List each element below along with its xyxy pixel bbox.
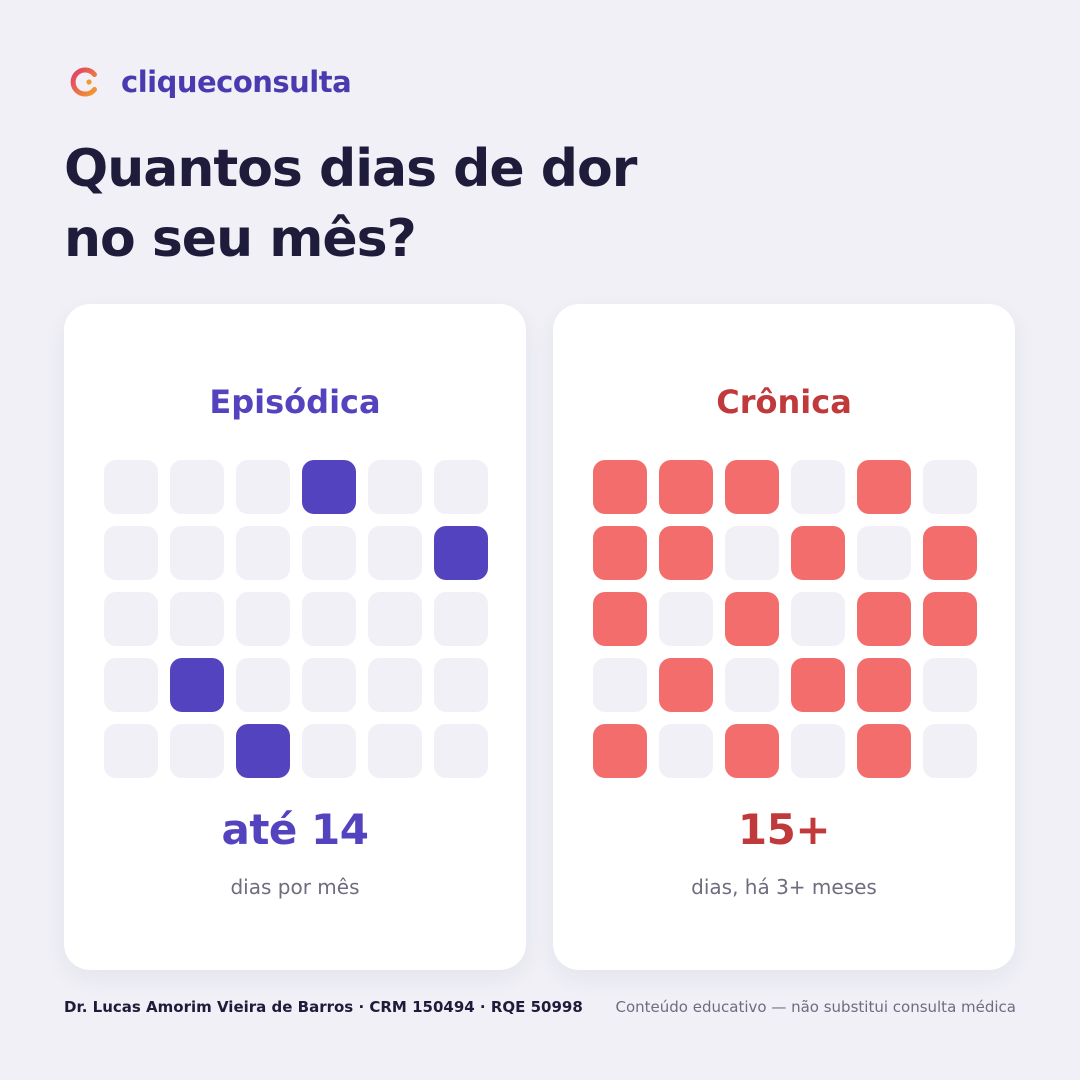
day-cell	[302, 724, 356, 778]
day-cell	[923, 658, 977, 712]
card-value: até 14	[221, 805, 369, 854]
day-cell	[302, 592, 356, 646]
day-cell	[923, 460, 977, 514]
day-cell	[368, 724, 422, 778]
pain-day-cell	[725, 460, 779, 514]
day-cell	[104, 460, 158, 514]
pain-day-cell	[857, 460, 911, 514]
pain-day-cell	[791, 526, 845, 580]
day-grid	[104, 460, 488, 778]
pain-day-cell	[659, 526, 713, 580]
pain-day-cell	[791, 658, 845, 712]
day-cell	[368, 592, 422, 646]
footer-disclaimer: Conteúdo educativo — não substitui consu…	[615, 998, 1016, 1016]
day-cell	[236, 658, 290, 712]
day-cell	[170, 526, 224, 580]
pain-day-cell	[593, 460, 647, 514]
page-title-line-2: no seu mês?	[64, 209, 417, 269]
day-cell	[434, 724, 488, 778]
footer-author: Dr. Lucas Amorim Vieira de Barros · CRM …	[64, 998, 583, 1016]
pain-day-cell	[857, 658, 911, 712]
pain-day-cell	[857, 724, 911, 778]
page-title-line-1: Quantos dias de dor	[64, 139, 637, 199]
pain-day-cell	[923, 526, 977, 580]
day-cell	[170, 724, 224, 778]
day-cell	[302, 526, 356, 580]
pain-day-cell	[659, 658, 713, 712]
pain-day-cell	[593, 526, 647, 580]
day-cell	[434, 460, 488, 514]
pain-day-cell	[725, 592, 779, 646]
day-cell	[659, 724, 713, 778]
day-cell	[104, 592, 158, 646]
brand-name: cliqueconsulta	[121, 64, 352, 99]
c-ring-logo-icon	[70, 67, 97, 97]
pain-day-cell	[170, 658, 224, 712]
day-cell	[725, 658, 779, 712]
day-cell	[434, 592, 488, 646]
day-cell	[725, 526, 779, 580]
day-cell	[236, 592, 290, 646]
day-cell	[368, 658, 422, 712]
day-cell	[170, 592, 224, 646]
card-title: Episódica	[209, 383, 381, 421]
day-cell	[791, 724, 845, 778]
day-cell	[170, 460, 224, 514]
day-cell	[236, 460, 290, 514]
card-caption: dias por mês	[230, 875, 360, 899]
day-cell	[104, 658, 158, 712]
pain-day-cell	[236, 724, 290, 778]
day-cell	[593, 658, 647, 712]
day-cell	[923, 724, 977, 778]
day-cell	[791, 592, 845, 646]
pain-day-cell	[659, 460, 713, 514]
card-episodic: Episódica até 14 dias por mês	[64, 304, 526, 970]
pain-day-cell	[434, 526, 488, 580]
card-title: Crônica	[716, 383, 852, 421]
day-cell	[368, 460, 422, 514]
day-cell	[857, 526, 911, 580]
day-cell	[302, 658, 356, 712]
card-value: 15+	[737, 805, 831, 854]
day-cell	[104, 526, 158, 580]
pain-day-cell	[923, 592, 977, 646]
card-chronic: Crônica 15+ dias, há 3+ meses	[553, 304, 1015, 970]
pain-day-cell	[725, 724, 779, 778]
day-cell	[791, 460, 845, 514]
page-title: Quantos dias de dor no seu mês?	[64, 134, 637, 274]
day-cell	[104, 724, 158, 778]
day-cell	[368, 526, 422, 580]
day-cell	[659, 592, 713, 646]
day-cell	[434, 658, 488, 712]
brand-header: cliqueconsulta	[68, 64, 352, 100]
day-grid	[593, 460, 977, 778]
pain-day-cell	[593, 592, 647, 646]
pain-day-cell	[857, 592, 911, 646]
day-cell	[236, 526, 290, 580]
pain-day-cell	[302, 460, 356, 514]
pain-day-cell	[593, 724, 647, 778]
card-caption: dias, há 3+ meses	[691, 875, 877, 899]
